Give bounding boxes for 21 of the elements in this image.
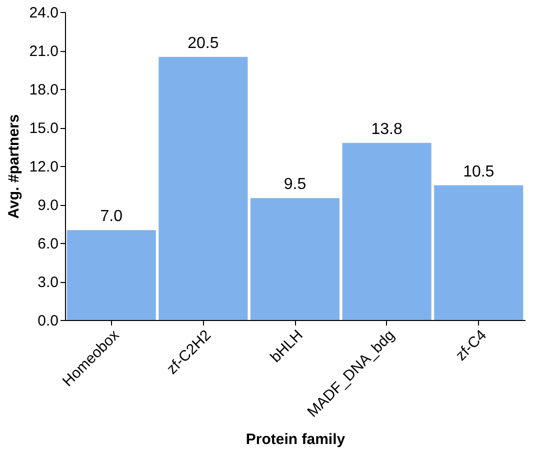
y-tick-label: 3.0 bbox=[38, 274, 58, 291]
bar bbox=[342, 142, 432, 320]
data-label: 13.8 bbox=[371, 120, 402, 138]
y-axis-title: Avg. #partners bbox=[5, 114, 22, 219]
x-axis-title: Protein family bbox=[246, 431, 346, 448]
y-tick-label: 0.0 bbox=[38, 312, 58, 330]
data-label: 9.5 bbox=[284, 176, 306, 194]
y-tick-label: 9.0 bbox=[38, 197, 58, 214]
bar bbox=[66, 230, 156, 320]
y-tick-label: 15.0 bbox=[29, 120, 58, 137]
bar bbox=[250, 198, 340, 320]
y-tick-label: 24.0 bbox=[29, 4, 58, 22]
data-label: 20.5 bbox=[188, 34, 219, 52]
y-tick-label: 6.0 bbox=[38, 236, 58, 252]
bar bbox=[434, 185, 524, 320]
y-tick-label: 21.0 bbox=[29, 43, 58, 60]
y-tick-label: 18.0 bbox=[29, 82, 58, 98]
data-label: 10.5 bbox=[463, 163, 494, 180]
y-tick-label: 12.0 bbox=[29, 158, 58, 176]
bar bbox=[158, 56, 248, 320]
data-label: 7.0 bbox=[100, 208, 123, 226]
